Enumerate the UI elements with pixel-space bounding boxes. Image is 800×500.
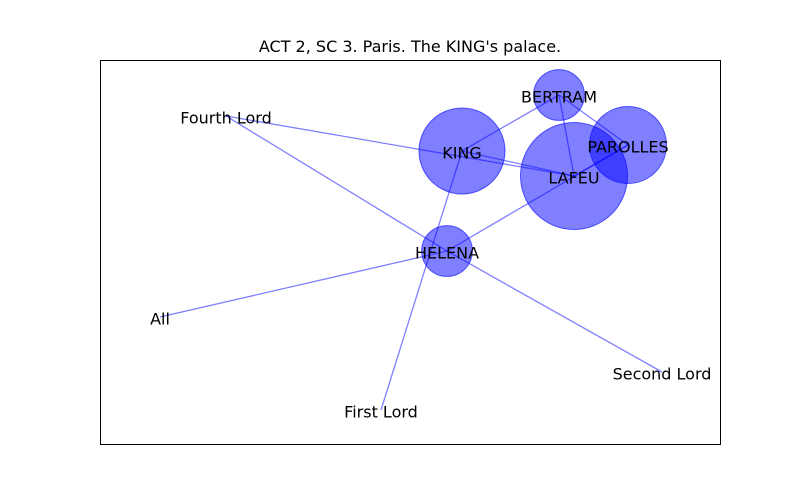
edge-helena-second-lord: [446, 250, 663, 373]
edge-king-first-lord: [380, 150, 463, 411]
node-label-king: KING: [442, 144, 482, 163]
edge-fourth-lord-helena: [225, 115, 448, 252]
node-king: [418, 107, 506, 195]
node-lafeu: [520, 122, 628, 230]
diagram-title: ACT 2, SC 3. Paris. The KING's palace.: [259, 37, 561, 56]
node-label-second-lord: Second Lord: [613, 365, 712, 384]
node-label-parolles: PAROLLES: [587, 138, 668, 157]
node-label-first-lord: First Lord: [344, 403, 418, 422]
node-label-bertram: BERTRAM: [521, 88, 597, 107]
plot-frame: [100, 60, 721, 445]
node-label-helena: HELENA: [415, 244, 479, 263]
node-label-lafeu: LAFEU: [548, 169, 599, 188]
node-label-fourth-lord: Fourth Lord: [180, 109, 272, 128]
label-layer: BERTRAM KING PAROLLES LAFEU HELENA Fourth Lor…: [150, 88, 711, 422]
node-layer: [418, 69, 667, 277]
node-helena: [421, 225, 473, 277]
node-bertram: [533, 69, 585, 121]
edge-fourth-lord-lafeu: [225, 115, 575, 177]
edge-helena-all: [159, 250, 448, 318]
node-label-all: All: [150, 310, 170, 329]
